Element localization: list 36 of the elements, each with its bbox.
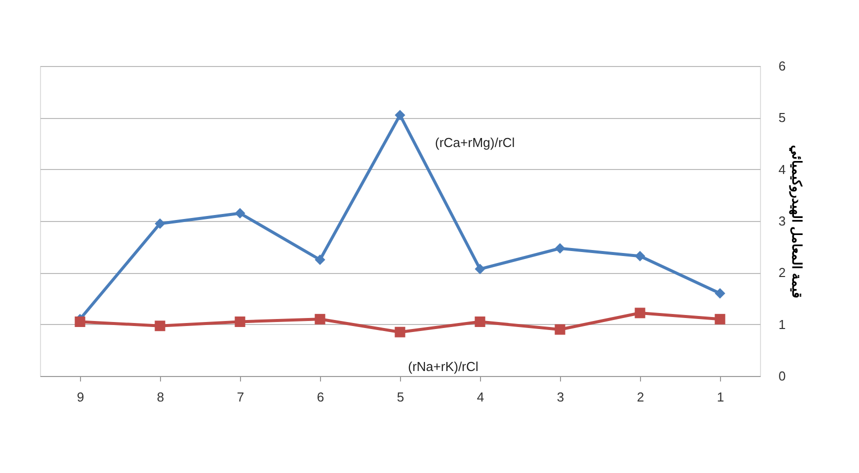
series-label: (rNa+rK)/rCl [408, 359, 479, 374]
x-tick-label: 6 [316, 390, 324, 404]
point [234, 316, 246, 327]
series-label: (rCa+rMg)/rCl [435, 135, 515, 150]
point [154, 218, 166, 229]
y-tick-label: 4 [778, 162, 786, 177]
y-tick-label: 3 [778, 214, 786, 228]
x-tick-label: 2 [636, 390, 644, 404]
y-tick-label: 5 [778, 110, 786, 126]
x-tick-label: 9 [76, 390, 84, 404]
point [714, 288, 726, 299]
x-tick-label: 7 [236, 390, 244, 404]
point [314, 254, 326, 265]
point [554, 324, 566, 335]
point [474, 316, 486, 327]
point [234, 208, 246, 218]
point [394, 326, 406, 338]
y-tick-label: 2 [778, 265, 786, 280]
y-tick-label: 1 [778, 316, 786, 332]
point [634, 250, 646, 262]
point [474, 264, 486, 274]
point [154, 320, 166, 332]
point [394, 110, 406, 120]
y-tick-label: 0 [778, 368, 786, 384]
x-tick-label: 4 [476, 390, 484, 404]
x-tick-label: 8 [156, 390, 164, 404]
x-tick-label: 1 [716, 390, 724, 404]
x-tick-label: 3 [556, 390, 564, 404]
point [634, 308, 646, 318]
x-tick-label: 5 [396, 390, 404, 404]
point [554, 243, 566, 254]
y-axis-title: قيمة المعامل الهيدروكيميائي [788, 144, 805, 298]
y-tick-label: 6 [778, 58, 786, 74]
point [74, 316, 86, 327]
point [314, 314, 326, 324]
point [714, 314, 726, 324]
